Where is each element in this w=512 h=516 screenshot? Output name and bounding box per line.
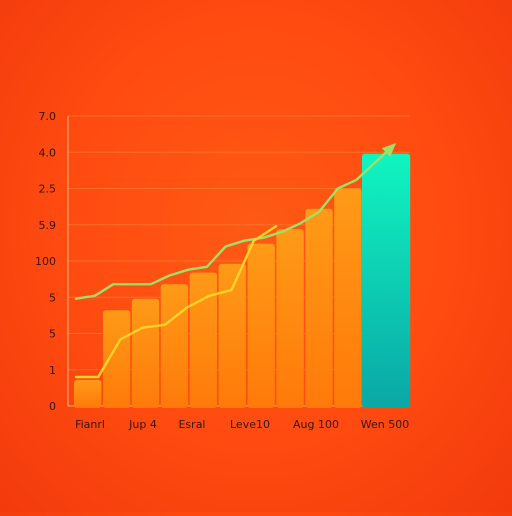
bar	[334, 188, 362, 408]
bar	[131, 298, 160, 408]
bar	[218, 263, 246, 408]
x-tick-label: Fianrl	[75, 418, 105, 431]
bar	[247, 243, 275, 408]
x-tick-label: Esral	[178, 418, 205, 431]
y-tick-label: 5	[49, 328, 56, 341]
y-tick-label: 0	[49, 400, 56, 413]
bar	[305, 208, 333, 408]
y-tick-label: 5	[49, 291, 56, 304]
bar	[160, 284, 189, 408]
yellow-trend-line	[74, 224, 278, 379]
green-trend-line	[74, 143, 396, 300]
axis-labels: 0 1 5 5 100 5.9 2.5 4.0 7.0 Fianrl Jup 4 Esral Leve1…	[35, 110, 409, 431]
green-trend-line-arrowhead	[381, 142, 397, 157]
x-tick-label: Wen 500	[361, 418, 409, 431]
x-tick-label: Aug 100	[293, 418, 339, 431]
y-tick-label: 1	[49, 364, 56, 377]
bar	[102, 310, 131, 408]
x-tick-label: Leve10	[230, 418, 270, 431]
bar	[74, 379, 102, 408]
y-tick-label: 5.9	[39, 219, 57, 232]
bar	[189, 272, 218, 408]
bar	[276, 229, 304, 408]
y-tick-label: 7.0	[39, 110, 57, 123]
bars	[74, 153, 411, 408]
trend-lines	[74, 142, 397, 379]
y-tick-label: 100	[35, 255, 56, 268]
bar-highlight	[362, 153, 411, 408]
y-tick-label: 4.0	[39, 146, 57, 159]
y-tick-label: 2.5	[39, 183, 57, 196]
x-tick-label: Jup 4	[128, 418, 157, 431]
